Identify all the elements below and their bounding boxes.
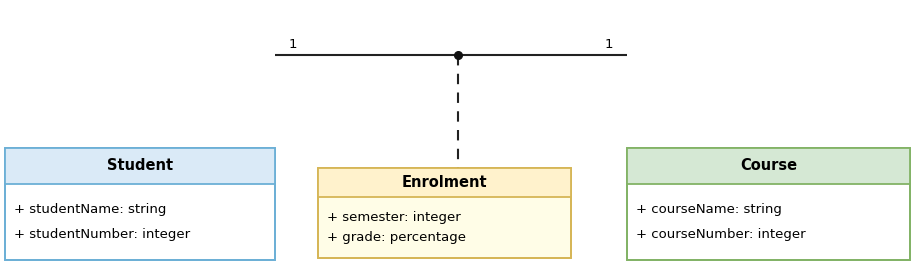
Bar (5, 148, 275, 260)
Text: Course: Course (740, 158, 797, 173)
Text: + studentName: string: + studentName: string (14, 203, 166, 216)
Text: + courseName: string: + courseName: string (636, 203, 782, 216)
Text: + grade: percentage: + grade: percentage (327, 231, 466, 244)
Text: Enrolment: Enrolment (402, 175, 487, 190)
Bar (5, 148, 275, 184)
Bar (5, 148, 275, 260)
Bar (627, 148, 910, 184)
Text: Student: Student (107, 158, 173, 173)
Text: 1: 1 (289, 38, 297, 51)
Text: + courseNumber: integer: + courseNumber: integer (636, 228, 806, 241)
Text: + semester: integer: + semester: integer (327, 211, 460, 224)
Bar (627, 148, 910, 260)
Bar (627, 148, 910, 260)
Text: + studentNumber: integer: + studentNumber: integer (14, 228, 190, 241)
Text: 1: 1 (604, 38, 613, 51)
Bar (318, 168, 571, 197)
Bar (318, 168, 571, 258)
Bar (318, 168, 571, 258)
